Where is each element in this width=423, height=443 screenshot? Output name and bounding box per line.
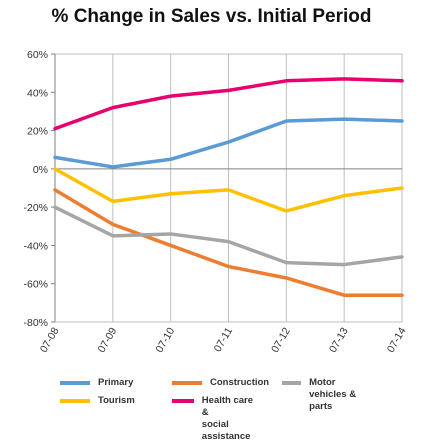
y-tick-label: 40% bbox=[27, 87, 48, 99]
legend-label-health: Health care & social assistance bbox=[201, 395, 254, 442]
legend-swatch-health bbox=[172, 399, 194, 403]
y-tick-label: -80% bbox=[23, 317, 48, 329]
x-tick-label: 07-10 bbox=[153, 325, 177, 354]
chart-title: % Change in Sales vs. Initial Period bbox=[51, 6, 372, 27]
y-tick-label: -60% bbox=[23, 279, 48, 291]
series-line-tourism bbox=[53, 167, 404, 213]
x-tick-label: 07-11 bbox=[212, 325, 236, 354]
x-tick-label: 07-09 bbox=[96, 325, 120, 354]
legend-swatch-construction bbox=[172, 381, 202, 385]
y-tick-label: 0% bbox=[33, 164, 48, 176]
x-tick-label: 07-13 bbox=[327, 325, 351, 354]
legend-item-tourism: Tourism bbox=[60, 395, 135, 407]
y-tick-label: -20% bbox=[23, 202, 48, 214]
legend-swatch-motor bbox=[282, 381, 302, 385]
y-tick-label: 20% bbox=[27, 126, 48, 138]
legend-item-health: Health care & social assistance bbox=[172, 395, 259, 443]
x-tick-label: 07-14 bbox=[385, 325, 409, 354]
legend-label-tourism: Tourism bbox=[98, 395, 135, 406]
legend-label-primary: Primary bbox=[98, 377, 134, 388]
x-tick-label: 07-08 bbox=[38, 325, 62, 354]
x-tick-label: 07-12 bbox=[269, 325, 293, 354]
legend-label-construction: Construction bbox=[210, 377, 270, 388]
series-line-health-care-social-assistance bbox=[53, 77, 404, 131]
legend-item-primary: Primary bbox=[60, 377, 133, 389]
series-line-motor-vehicles-parts bbox=[53, 205, 404, 267]
y-tick-label: -40% bbox=[23, 240, 48, 252]
line-chart: 60% 40% 20% 0% -20% -40% -60% -80%07-08 07-09 07-… bbox=[23, 49, 409, 355]
legend-swatch-tourism bbox=[60, 399, 90, 403]
legend-item-construction: Construction bbox=[172, 377, 269, 389]
legend-label-motor: Motor vehicles & parts bbox=[309, 377, 357, 412]
y-tick-label: 60% bbox=[27, 49, 48, 61]
legend-swatch-primary bbox=[60, 381, 90, 385]
series-line-construction bbox=[53, 188, 404, 297]
legend-item-motor: Motor vehicles & parts bbox=[282, 377, 358, 413]
series-line-primary bbox=[53, 117, 404, 169]
